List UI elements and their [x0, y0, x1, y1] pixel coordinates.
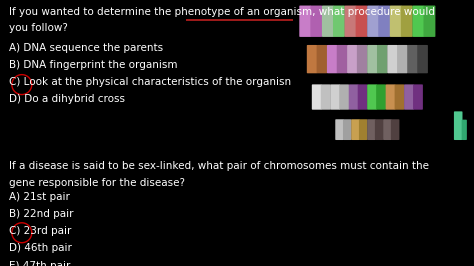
Text: If a disease is said to be sex-linked, what pair of chromosomes must contain the: If a disease is said to be sex-linked, w…: [9, 161, 428, 171]
Text: you follow?: you follow?: [9, 23, 67, 33]
FancyBboxPatch shape: [386, 84, 395, 110]
FancyBboxPatch shape: [377, 45, 388, 73]
FancyBboxPatch shape: [412, 6, 424, 37]
FancyBboxPatch shape: [454, 111, 463, 140]
FancyBboxPatch shape: [345, 6, 356, 37]
FancyBboxPatch shape: [335, 119, 344, 140]
FancyBboxPatch shape: [343, 119, 352, 140]
Text: E) 47th pair: E) 47th pair: [9, 261, 70, 266]
FancyBboxPatch shape: [401, 6, 413, 37]
FancyBboxPatch shape: [337, 45, 347, 73]
FancyBboxPatch shape: [390, 6, 402, 37]
FancyBboxPatch shape: [312, 84, 322, 110]
FancyBboxPatch shape: [367, 119, 376, 140]
FancyBboxPatch shape: [383, 119, 392, 140]
FancyBboxPatch shape: [417, 45, 428, 73]
FancyBboxPatch shape: [395, 84, 404, 110]
FancyBboxPatch shape: [423, 6, 436, 37]
Text: C) Look at the physical characteristics of the organisn: C) Look at the physical characteristics …: [9, 77, 291, 87]
Text: gene responsible for the disease?: gene responsible for the disease?: [9, 178, 184, 188]
FancyBboxPatch shape: [376, 84, 386, 110]
FancyBboxPatch shape: [349, 84, 358, 110]
FancyBboxPatch shape: [367, 84, 377, 110]
FancyBboxPatch shape: [330, 84, 340, 110]
FancyBboxPatch shape: [339, 84, 349, 110]
FancyBboxPatch shape: [327, 45, 337, 73]
Text: D) 46th pair: D) 46th pair: [9, 243, 72, 253]
FancyBboxPatch shape: [356, 6, 367, 37]
Text: A) DNA sequence the parents: A) DNA sequence the parents: [9, 43, 163, 53]
FancyBboxPatch shape: [299, 6, 311, 37]
FancyBboxPatch shape: [321, 84, 330, 110]
FancyBboxPatch shape: [375, 119, 383, 140]
FancyBboxPatch shape: [367, 6, 379, 37]
Text: A) 21st pair: A) 21st pair: [9, 192, 69, 202]
FancyBboxPatch shape: [359, 119, 367, 140]
FancyBboxPatch shape: [317, 45, 327, 73]
Text: B) DNA fingerprint the organism: B) DNA fingerprint the organism: [9, 60, 177, 70]
FancyBboxPatch shape: [351, 119, 360, 140]
Text: B) 22nd pair: B) 22nd pair: [9, 209, 73, 219]
FancyBboxPatch shape: [310, 6, 322, 37]
FancyBboxPatch shape: [322, 6, 334, 37]
FancyBboxPatch shape: [413, 84, 423, 110]
FancyBboxPatch shape: [367, 45, 378, 73]
FancyBboxPatch shape: [333, 6, 345, 37]
FancyBboxPatch shape: [397, 45, 408, 73]
FancyBboxPatch shape: [378, 6, 390, 37]
FancyBboxPatch shape: [347, 45, 358, 73]
Text: C) 23rd pair: C) 23rd pair: [9, 226, 71, 236]
FancyBboxPatch shape: [404, 84, 414, 110]
Text: D) Do a dihybrid cross: D) Do a dihybrid cross: [9, 94, 125, 105]
Text: If you wanted to determine the phenotype of an organism, what procedure would: If you wanted to determine the phenotype…: [9, 7, 435, 17]
FancyBboxPatch shape: [408, 45, 418, 73]
FancyBboxPatch shape: [307, 45, 318, 73]
FancyBboxPatch shape: [358, 84, 367, 110]
FancyBboxPatch shape: [462, 120, 467, 140]
FancyBboxPatch shape: [357, 45, 367, 73]
FancyBboxPatch shape: [387, 45, 398, 73]
FancyBboxPatch shape: [391, 119, 400, 140]
